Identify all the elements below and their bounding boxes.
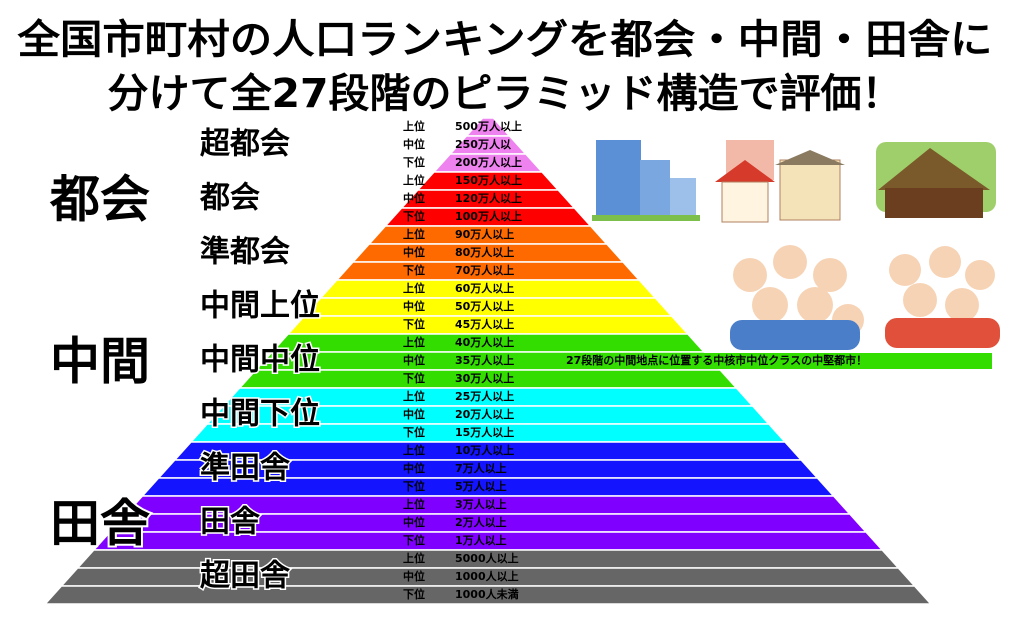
- rank-label: 下位: [403, 425, 425, 439]
- group-label: 都会: [49, 171, 150, 229]
- callout-text: 27段階の中間地点に位置する中核市中位クラスの中堅都市！: [566, 353, 867, 367]
- rank-label: 下位: [403, 317, 425, 331]
- rank-label: 上位: [403, 389, 425, 403]
- level-label: 中間上位: [200, 289, 320, 324]
- farmhouse-icon: [876, 142, 996, 218]
- rank-label: 下位: [403, 587, 425, 601]
- threshold-label: 120万人以上: [455, 191, 522, 205]
- threshold-label: 100万人以上: [455, 209, 522, 223]
- threshold-label: 2万人以上: [455, 515, 507, 529]
- threshold-label: 250万人以: [455, 137, 511, 151]
- level-label: 田舎: [200, 505, 260, 540]
- threshold-label: 45万人以上: [455, 317, 514, 331]
- threshold-label: 80万人以上: [455, 245, 514, 259]
- rank-label: 上位: [403, 281, 425, 295]
- title-line: 分けて全27段階のピラミッド構造で評価！: [108, 71, 903, 117]
- threshold-label: 20万人以上: [455, 407, 514, 421]
- threshold-label: 90万人以上: [455, 227, 514, 241]
- title-line: 全国市町村の人口ランキングを都会・中間・田舎に: [16, 17, 992, 63]
- threshold-label: 1万人以上: [455, 533, 507, 547]
- rank-label: 上位: [403, 551, 425, 565]
- rank-label: 上位: [403, 227, 425, 241]
- rank-label: 上位: [403, 335, 425, 349]
- rank-label: 中位: [403, 299, 425, 313]
- pyramid-tier: [43, 585, 933, 605]
- rank-label: 中位: [403, 407, 425, 421]
- callout-banner: [540, 353, 992, 369]
- group-label: 中間: [50, 333, 150, 391]
- crowd-icon: [730, 245, 864, 350]
- level-label: 超田舎: [200, 559, 290, 594]
- rank-label: 下位: [403, 371, 425, 385]
- level-label: 準都会: [200, 235, 290, 270]
- threshold-label: 5万人以上: [455, 479, 507, 493]
- threshold-label: 150万人以上: [455, 173, 522, 187]
- level-label: 準田舎: [200, 451, 290, 486]
- threshold-label: 15万人以上: [455, 425, 514, 439]
- rank-label: 中位: [403, 515, 425, 529]
- threshold-label: 1000人以上: [455, 569, 519, 583]
- threshold-label: 7万人以上: [455, 461, 507, 475]
- threshold-label: 70万人以上: [455, 263, 514, 277]
- level-label: 中間中位: [200, 343, 320, 378]
- threshold-label: 10万人以上: [455, 443, 514, 457]
- rank-label: 中位: [403, 137, 425, 151]
- rank-label: 下位: [403, 155, 425, 169]
- threshold-label: 25万人以上: [455, 389, 514, 403]
- rank-label: 下位: [403, 263, 425, 277]
- rank-label: 上位: [403, 173, 425, 187]
- level-label: 中間下位: [200, 397, 320, 432]
- threshold-label: 35万人以上: [455, 353, 514, 367]
- threshold-label: 40万人以上: [455, 335, 514, 349]
- level-label: 都会: [199, 181, 260, 216]
- threshold-label: 1000人未満: [455, 587, 519, 601]
- level-label: 超都会: [200, 127, 290, 162]
- threshold-label: 500万人以上: [455, 119, 522, 133]
- rank-label: 中位: [403, 191, 425, 205]
- rank-label: 上位: [403, 497, 425, 511]
- threshold-label: 200万人以上: [455, 155, 522, 169]
- rank-label: 上位: [403, 443, 425, 457]
- rank-label: 中位: [403, 461, 425, 475]
- rank-label: 下位: [403, 479, 425, 493]
- threshold-label: 60万人以上: [455, 281, 514, 295]
- threshold-label: 5000人以上: [455, 551, 519, 565]
- rank-label: 中位: [403, 569, 425, 583]
- threshold-label: 30万人以上: [455, 371, 514, 385]
- houses-icon: [715, 140, 845, 223]
- rank-label: 下位: [403, 209, 425, 223]
- illustrations: [592, 140, 1000, 350]
- group-label: 田舎: [50, 495, 150, 553]
- pyramid: [43, 117, 992, 605]
- threshold-label: 3万人以上: [455, 497, 507, 511]
- threshold-label: 50万人以上: [455, 299, 514, 313]
- rank-label: 中位: [403, 353, 425, 367]
- rank-label: 中位: [403, 245, 425, 259]
- rank-label: 上位: [403, 119, 425, 133]
- rank-label: 下位: [403, 533, 425, 547]
- buildings-icon: [592, 140, 700, 221]
- crowd-icon: [885, 246, 1000, 348]
